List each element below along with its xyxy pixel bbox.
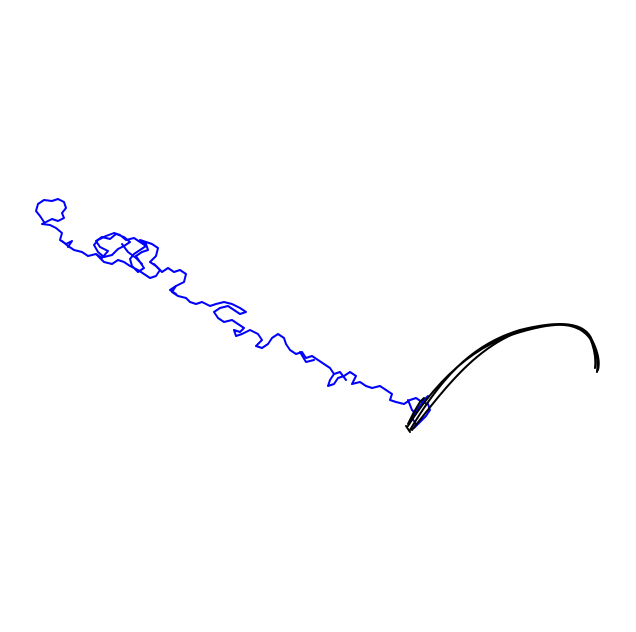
wandering-path-main bbox=[61, 232, 431, 429]
arc-path-outer bbox=[409, 323, 600, 431]
wandering-path-group bbox=[35, 198, 431, 429]
arc-path-inner bbox=[411, 323, 599, 431]
wandering-path-loops bbox=[95, 243, 417, 415]
arc-path-group bbox=[405, 323, 600, 433]
arc-path-base bbox=[405, 397, 425, 433]
wandering-path-start-loop bbox=[35, 198, 73, 248]
arc-path-middle bbox=[407, 323, 597, 427]
